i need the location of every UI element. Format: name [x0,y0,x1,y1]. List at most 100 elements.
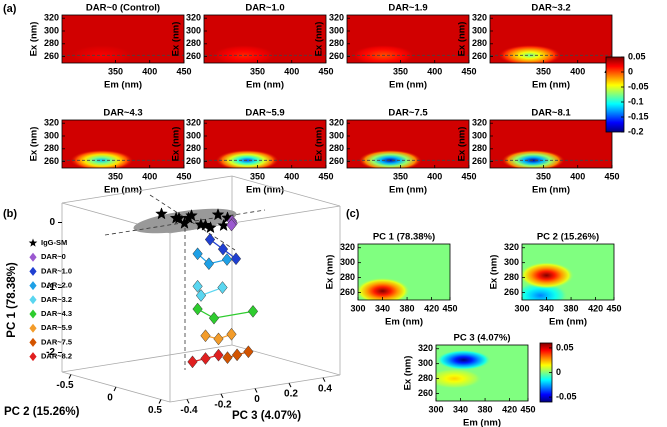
x-tick-label: 380 [564,303,579,313]
y-axis-label: Ex (nm) [403,356,414,391]
y-tick-label: 280 [44,38,59,48]
data-point [203,257,215,271]
legend-label: DAR~8.2 [41,352,72,361]
plot-frame [203,14,327,64]
x-tick-label: 400 [284,171,299,181]
data-point [187,355,198,369]
plot-frame [435,344,529,402]
plot-title: PC 2 (15.26%) [537,232,599,243]
x-tick [68,374,72,379]
plot-frame [346,119,470,169]
legend-label: DAR~5.9 [41,323,72,332]
x-tick-label: 350 [393,66,408,76]
legend-marker [29,352,37,362]
legend-label: DAR~1.0 [41,266,72,275]
y-tick-label: 300 [472,130,487,140]
y-tick-label: 260 [472,156,487,166]
data-point [200,329,211,343]
x-axis-label: PC 2 (15.26%) [4,406,80,418]
x-tick-label: 400 [427,171,442,181]
legend-label: IgG-SM [41,238,67,247]
plot-frame [61,14,185,64]
x-tick-label: 400 [142,66,157,76]
y-tick-label: 0.4 [318,383,332,394]
x-tick-label: 420 [502,404,517,414]
x-axis-label: Em (nm) [246,185,284,196]
colorbar-tick-label: -0.05 [556,391,577,401]
y-axis-label: Ex (nm) [314,127,325,162]
legend-label: DAR~3.2 [41,295,72,304]
z-tick-label: -2 [46,347,55,358]
heatmap-feature [522,261,575,289]
heatmap-feature [351,44,416,63]
y-tick-label: 280 [504,272,519,282]
data-point [204,233,216,246]
legend-marker [29,309,37,319]
plot-area [347,15,469,63]
x-tick-label: 420 [424,303,439,313]
x-axis-label: Em (nm) [104,80,142,91]
y-tick-label: 280 [329,143,344,153]
plot-title: DAR~7.5 [388,108,428,119]
legend-marker [28,238,38,247]
y-tick-label: 280 [186,143,201,153]
legend-label: DAR~7.5 [41,337,72,346]
x-tick-label: -0.5 [56,380,74,391]
plot-area [62,120,184,168]
x-tick-label: 450 [520,404,535,414]
guide-line [149,194,236,251]
legend-marker [29,295,37,305]
y-axis-label: Ex (nm) [457,22,468,57]
plot-frame [357,243,451,301]
y-tick-label: 280 [472,143,487,153]
y-tick-label: 300 [472,25,487,35]
x-tick-label: 450 [318,171,333,181]
y-axis-label: Ex (nm) [171,127,182,162]
heatmap-feature [70,149,134,168]
y-tick-label: 260 [504,287,519,297]
x-tick-label: 350 [536,66,551,76]
plot-area [204,15,326,63]
colorbar-tick-label: 0 [628,66,633,76]
y-axis-label: Ex (nm) [29,22,40,57]
plot-title: PC 1 (78.38%) [373,232,435,243]
plot-area [62,15,184,63]
y-tick-label: 320 [186,118,201,128]
y-tick [254,388,258,393]
series-line [197,308,254,319]
heatmap-feature [358,277,411,300]
x-tick-label: 450 [442,303,457,313]
colorbar-tick-label: 0 [556,367,561,377]
x-axis-label: Em (nm) [389,185,427,196]
colorbar-tick-label: 0.05 [628,51,646,61]
y-tick-label: 300 [340,257,355,267]
y-tick-label: 0 [254,394,260,405]
x-axis-label: Em (nm) [385,317,423,328]
x-tick-label: 380 [478,404,493,414]
x-tick-label: 420 [588,303,603,313]
data-point [217,242,229,256]
x-tick-label: 380 [400,303,415,313]
plot-frame [61,119,185,169]
data-point [182,211,195,224]
data-point [178,216,191,229]
data-point [195,289,207,302]
x-tick-label: 340 [375,303,390,313]
plot-area [358,244,450,300]
x-tick-label: 450 [604,171,619,181]
plot-area [204,120,326,168]
x-tick-label: 300 [428,404,443,414]
axis-box [61,344,233,373]
legend-marker [29,281,37,291]
plot-area [522,244,614,300]
y-tick [322,377,326,382]
y-tick-label: 320 [186,13,201,23]
colorbar-tick-label: 0.05 [556,342,574,352]
legend-label: DAR~4.3 [41,309,72,318]
y-tick-label: 320 [418,343,433,353]
x-tick-label: 450 [318,66,333,76]
data-point [222,351,233,365]
y-tick-label: 260 [418,388,433,398]
x-tick-label: 350 [250,171,265,181]
